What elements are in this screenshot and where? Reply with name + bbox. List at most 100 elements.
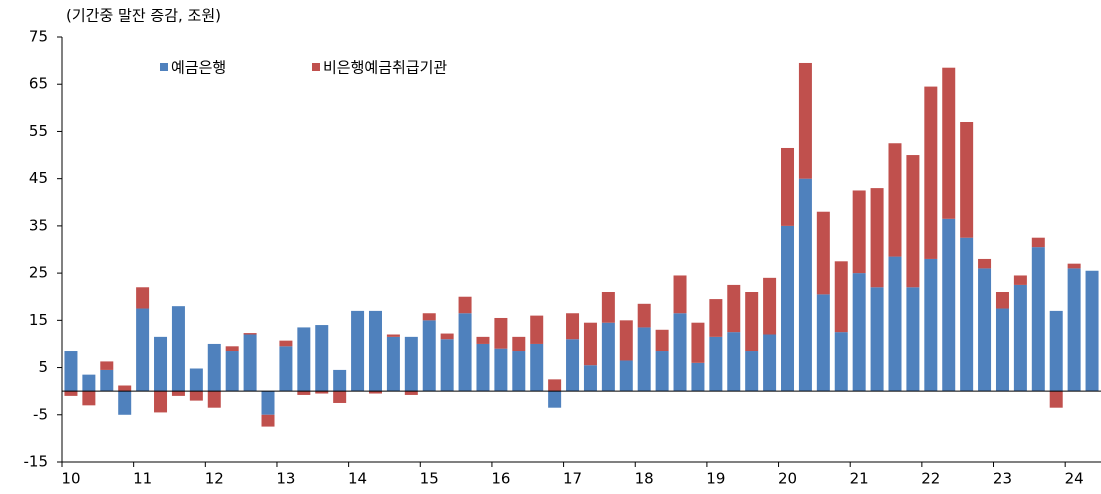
x-tick-label: 15	[420, 470, 439, 488]
bar-segment	[548, 379, 562, 392]
bar-segment	[548, 391, 562, 408]
bar-segment	[583, 365, 597, 392]
bar-segment	[978, 258, 992, 269]
x-tick-label: 18	[635, 470, 654, 488]
bar-segment	[942, 218, 956, 392]
bar-segment	[798, 178, 812, 392]
bar-segment	[1085, 270, 1099, 392]
y-tick-label: 5	[38, 358, 48, 376]
bar-segment	[691, 362, 705, 392]
bar-segment	[279, 340, 293, 347]
x-tick-label: 21	[850, 470, 869, 488]
bar-segment	[64, 351, 78, 392]
bar-segment	[924, 258, 938, 392]
bar-segment	[404, 391, 418, 395]
y-tick-label: 35	[29, 216, 48, 234]
bar-segment	[1049, 310, 1063, 392]
bar-segment	[942, 67, 956, 219]
x-tick-label: 16	[491, 470, 510, 488]
bar-segment	[1031, 247, 1045, 392]
bar-segment	[1013, 284, 1027, 392]
y-tick-label: 75	[29, 28, 48, 46]
bar-segment	[655, 351, 669, 392]
bar-segment	[1049, 391, 1063, 408]
bar-segment	[494, 348, 508, 392]
bar-segment	[888, 256, 902, 392]
bar-segment	[315, 325, 329, 392]
bar-segment	[960, 122, 974, 238]
bar-segment	[673, 275, 687, 314]
legend-swatch	[160, 63, 168, 71]
bar-segment	[512, 336, 526, 352]
bar-segment	[207, 343, 221, 392]
x-tick-label: 19	[706, 470, 725, 488]
bar-segment	[422, 313, 436, 321]
bar-segment	[763, 277, 777, 335]
bar-segment	[530, 315, 544, 344]
bar-segment	[816, 294, 830, 392]
bar-segment	[82, 374, 96, 392]
bar-segment	[745, 351, 759, 392]
bar-segment	[709, 336, 723, 392]
bar-segment	[655, 329, 669, 352]
y-tick-label: -15	[24, 453, 49, 471]
bar-segment	[297, 327, 311, 392]
bar-segment	[995, 292, 1009, 309]
bar-segment	[637, 303, 651, 328]
legend-label: 예금은행	[171, 59, 226, 77]
bar-segment	[834, 332, 848, 392]
bar-segment	[351, 310, 365, 392]
x-tick-label: 22	[921, 470, 940, 488]
bar-segment	[798, 62, 812, 179]
x-tick-label: 20	[778, 470, 797, 488]
bar-segment	[118, 391, 132, 415]
bar-segment	[709, 299, 723, 337]
bar-segment	[834, 261, 848, 333]
y-tick-label: -5	[33, 405, 48, 423]
bar-segment	[1067, 263, 1081, 269]
bar-segment	[566, 313, 580, 340]
x-tick-label: 13	[276, 470, 295, 488]
bar-segment	[297, 391, 311, 395]
bar-segment	[924, 86, 938, 259]
bar-segment	[368, 310, 382, 392]
bar-segment	[118, 385, 132, 392]
bar-segment	[261, 414, 275, 427]
y-tick-label: 15	[29, 311, 48, 329]
bar-segment	[601, 292, 615, 323]
y-tick-label: 45	[29, 169, 48, 187]
bar-segment	[64, 391, 78, 396]
bar-segment	[189, 391, 203, 401]
bar-segment	[995, 308, 1009, 392]
bar-segment	[727, 284, 741, 333]
bar-segment	[530, 343, 544, 392]
bar-segment	[422, 320, 436, 392]
bar-segment	[243, 334, 257, 392]
bar-segment	[333, 369, 347, 392]
bar-segment	[1067, 268, 1081, 392]
bar-segment	[225, 346, 239, 352]
y-tick-label: 25	[29, 264, 48, 282]
bar-segment	[601, 322, 615, 392]
bar-segment	[189, 368, 203, 392]
bar-segment	[745, 292, 759, 352]
x-tick-label: 23	[993, 470, 1012, 488]
bar-segment	[1031, 237, 1045, 248]
bar-segment	[1013, 275, 1027, 285]
bar-segment	[100, 369, 114, 392]
bar-segment	[619, 360, 633, 392]
x-tick-label: 10	[61, 470, 80, 488]
bar-segment	[440, 339, 454, 392]
bar-segment	[136, 308, 150, 392]
bar-segment	[315, 391, 329, 394]
x-tick-label: 14	[348, 470, 367, 488]
bar-segment	[207, 391, 221, 408]
bar-segment	[136, 287, 150, 309]
x-tick-label: 17	[563, 470, 582, 488]
bar-segment	[82, 391, 96, 406]
bar-segment	[440, 333, 454, 340]
bar-segment	[852, 190, 866, 274]
bar-segment	[333, 391, 347, 403]
bar-segment	[852, 273, 866, 392]
bar-segment	[476, 343, 490, 392]
